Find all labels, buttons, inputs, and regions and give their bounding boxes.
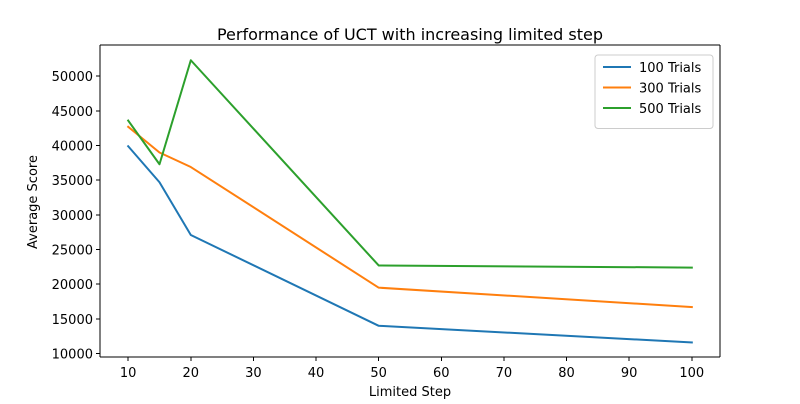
y-tick-label: 35000 xyxy=(52,174,93,189)
x-axis-label: Limited Step xyxy=(369,385,451,400)
x-tick-label: 100 xyxy=(679,366,704,381)
ticks-layer: 10 20 30 40 50 60 70 80 90 100 10000 15000 20000 2500… xyxy=(52,70,705,381)
x-tick-label: 10 xyxy=(120,366,137,381)
y-tick-label: 40000 xyxy=(52,140,93,155)
chart-title: Performance of UCT with increasing limit… xyxy=(217,25,603,44)
y-tick-label: 50000 xyxy=(52,70,93,85)
x-tick-label: 80 xyxy=(558,366,575,381)
legend-box xyxy=(594,54,714,129)
y-tick-label: 45000 xyxy=(52,105,93,120)
x-tick-label: 90 xyxy=(621,366,638,381)
y-tick-label: 30000 xyxy=(52,209,93,224)
series-line-500-trials xyxy=(126,59,693,269)
legend: 100 Trials 300 Trials 500 Trials xyxy=(594,54,714,129)
legend-label: 100 Trials xyxy=(639,61,702,76)
x-tick-label: 30 xyxy=(245,366,262,381)
y-tick-label: 15000 xyxy=(52,313,93,328)
x-tick-label: 50 xyxy=(370,366,387,381)
y-tick-label: 25000 xyxy=(52,244,93,259)
series-line-300-trials xyxy=(126,125,693,309)
axes-layer xyxy=(99,44,721,358)
y-tick-label: 20000 xyxy=(52,278,93,293)
y-tick-label: 10000 xyxy=(52,348,93,363)
x-tick-label: 40 xyxy=(308,366,325,381)
x-tick-label: 20 xyxy=(183,366,200,381)
x-tick-label: 70 xyxy=(496,366,513,381)
y-axis-label: Average Score xyxy=(26,155,41,249)
x-tick-label: 60 xyxy=(433,366,450,381)
series-layer xyxy=(126,59,693,344)
legend-label: 500 Trials xyxy=(639,102,702,117)
legend-label: 300 Trials xyxy=(639,82,702,97)
series-line-100-trials xyxy=(126,144,693,344)
